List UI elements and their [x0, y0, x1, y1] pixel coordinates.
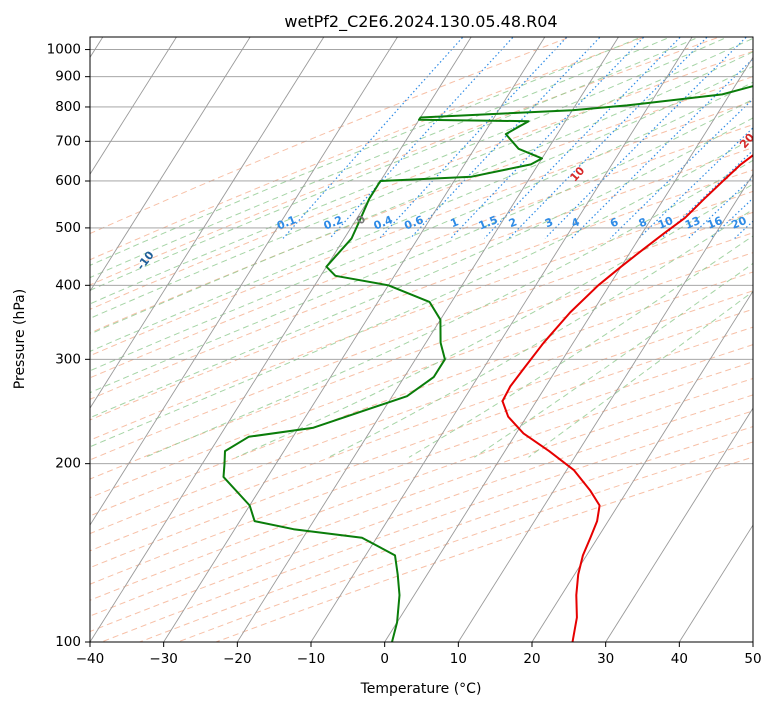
mixing-ratio-label: 10 [656, 214, 675, 232]
x-tick-label: −30 [149, 651, 178, 667]
dry-adiabat-line [90, 124, 753, 379]
moist-adiabat-line [90, 65, 753, 352]
x-tick-label: 20 [523, 651, 540, 667]
y-tick-label: 700 [55, 133, 81, 149]
mixing-ratio-label: 16 [705, 214, 724, 232]
dewpoint-profile-line [222, 85, 753, 642]
y-tick-label: 1000 [47, 42, 81, 58]
x-tick-label: 40 [671, 651, 688, 667]
dry-adiabat-line [90, 100, 753, 357]
x-axis-label: Temperature (°C) [360, 681, 482, 697]
moist-adiabat-line [90, 37, 643, 266]
dry-adiabat-line [90, 377, 753, 617]
mixing-ratio-line [379, 37, 568, 239]
mixing-ratio-line [329, 37, 515, 239]
dry-adiabat-line [90, 344, 753, 585]
dry-adiabat-line [90, 252, 753, 499]
moist-adiabat-line [90, 37, 729, 305]
isotherm-line [310, 37, 693, 642]
isotherm-line [384, 56, 753, 642]
dry-adiabat-line [90, 290, 753, 535]
isotherm-line [90, 37, 177, 176]
mixing-ratio-line [660, 149, 753, 239]
dry-adiabat-line [90, 190, 753, 441]
x-tick-label: 30 [597, 651, 614, 667]
plot-frame [89, 36, 754, 643]
dry-adiabat-line [90, 232, 753, 480]
isotherm-line [90, 37, 251, 293]
moist-adiabat-line [90, 81, 753, 372]
isotherm-line [90, 37, 325, 409]
temperature-profile-line [501, 154, 753, 642]
chart-title: wetPf2_C2E6.2024.130.05.48.R04 [284, 12, 557, 32]
y-tick-label: 300 [55, 351, 81, 367]
isotherm-line [163, 37, 546, 642]
mixing-ratio-line [409, 37, 601, 239]
y-tick-label: 400 [55, 277, 81, 293]
isotherm-line [236, 37, 619, 642]
mixing-ratio-line [508, 37, 709, 239]
isotherm-line [90, 37, 472, 642]
mixing-ratio-label: 20 [729, 214, 748, 232]
x-tick-label: 0 [380, 651, 389, 667]
x-tick-label: −20 [223, 651, 252, 667]
mixing-ratio-line [609, 98, 753, 239]
mixing-ratio-line [282, 37, 464, 239]
moist-adiabat-line [90, 37, 672, 279]
y-tick-label: 800 [55, 99, 81, 115]
isotherm-line [678, 524, 753, 642]
moist-adiabat-line [90, 137, 753, 448]
mixing-ratio-line [544, 37, 748, 239]
x-tick-label: −10 [297, 651, 326, 667]
isotherm-line [605, 407, 753, 642]
y-tick-label: 100 [55, 634, 81, 650]
x-tick-label: 10 [450, 651, 467, 667]
y-tick-label: 600 [55, 173, 81, 189]
mixing-ratio-line [450, 37, 645, 239]
moist-adiabat-line [474, 262, 753, 458]
moist-adiabat-line [145, 159, 753, 458]
isotherm-line [457, 173, 753, 642]
x-tick-label: 50 [744, 651, 761, 667]
moist-adiabat-line [90, 117, 753, 419]
moist-adiabat-line [90, 37, 753, 319]
moist-adiabat-line [528, 290, 753, 458]
isotherm-line [531, 290, 753, 642]
mixing-ratio-label: 1 [449, 215, 461, 230]
dry-adiabat-line [90, 394, 753, 633]
isotherm-line [90, 37, 398, 526]
mixing-ratio-label: 2 [507, 215, 519, 230]
y-axis-label: Pressure (hPa) [12, 289, 28, 389]
mixing-ratio-label: 8 [637, 215, 649, 230]
dry-adiabat-line [90, 147, 753, 400]
moist-adiabat-line [90, 37, 701, 291]
y-tick-label: 200 [55, 456, 81, 472]
x-tick-label: −40 [76, 651, 105, 667]
dry-adiabat-line [90, 308, 753, 552]
y-tick-label: 500 [55, 220, 81, 236]
mixing-ratio-label: 13 [683, 214, 702, 232]
dry-adiabat-line [90, 169, 753, 421]
moist-adiabat-line [236, 183, 753, 458]
mixing-ratio-label: 3 [543, 215, 555, 230]
y-tick-label: 900 [55, 69, 81, 85]
dry-adiabat-line [90, 37, 572, 235]
